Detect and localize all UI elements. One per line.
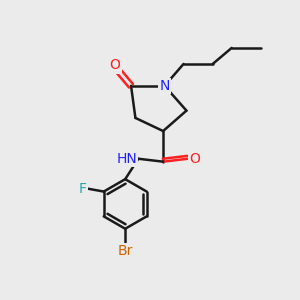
Text: O: O xyxy=(189,152,200,166)
Text: Br: Br xyxy=(118,244,133,258)
Text: HN: HN xyxy=(116,152,137,166)
Text: F: F xyxy=(78,182,86,196)
Text: O: O xyxy=(110,58,120,72)
Text: N: N xyxy=(159,79,170,93)
